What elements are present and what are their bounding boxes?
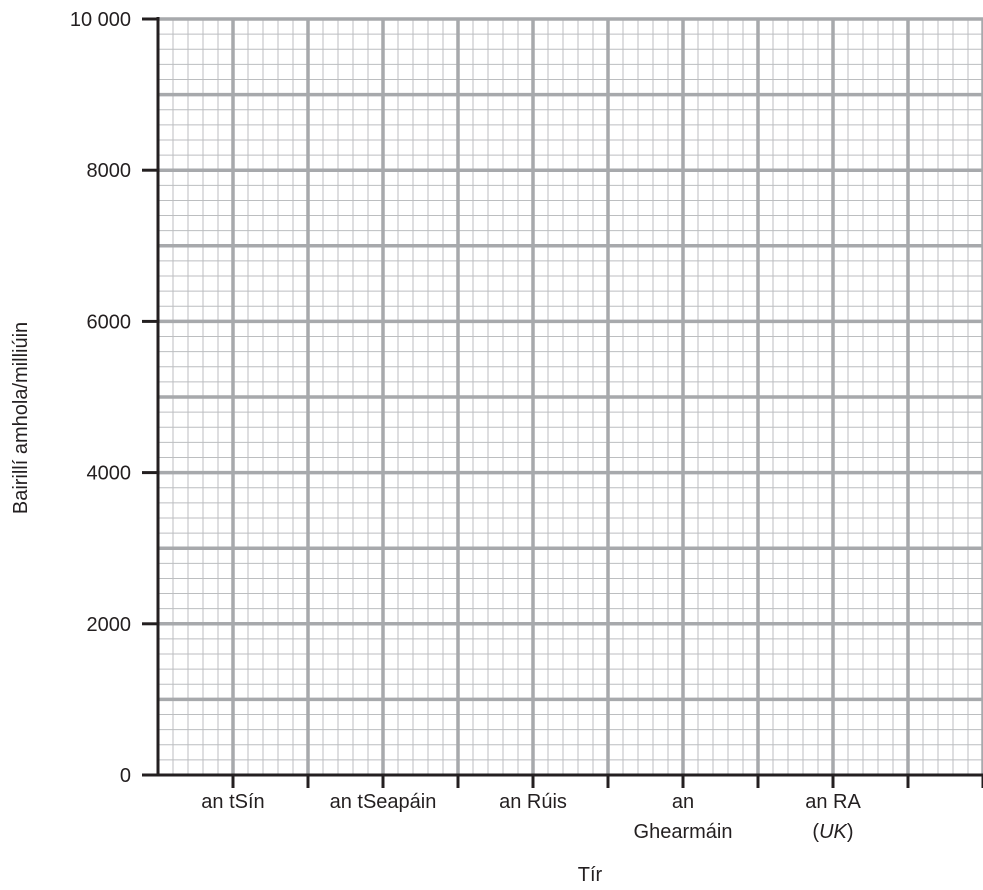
y-tick-label: 4000: [87, 463, 132, 485]
axes: [142, 17, 983, 788]
x-tick-labels: an tSín an tSeapáin an Rúis an Ghearmáin an R…: [201, 791, 861, 843]
x-tick-label: an tSeapáin: [330, 791, 437, 813]
major-grid: [158, 17, 983, 775]
x-tick-label: (UK): [812, 821, 853, 843]
x-tick-label: an Rúis: [499, 791, 567, 813]
y-tick-label: 2000: [87, 614, 132, 636]
x-tick-label: an tSín: [201, 791, 264, 813]
x-tick-label: Ghearmáin: [634, 821, 733, 843]
x-tick-label: an RA: [805, 791, 861, 813]
x-tick-label: an: [672, 791, 694, 813]
y-tick-label: 10 000: [70, 9, 131, 31]
y-axis-title: Bairillí amhola/milliúin: [10, 322, 32, 514]
x-axis-title: Tír: [578, 864, 603, 886]
y-tick-label: 8000: [87, 160, 132, 182]
y-tick-label: 6000: [87, 311, 132, 333]
y-tick-label: 0: [120, 765, 131, 787]
y-tick-labels: 0 2000 4000 6000 8000 10 000: [70, 9, 131, 787]
